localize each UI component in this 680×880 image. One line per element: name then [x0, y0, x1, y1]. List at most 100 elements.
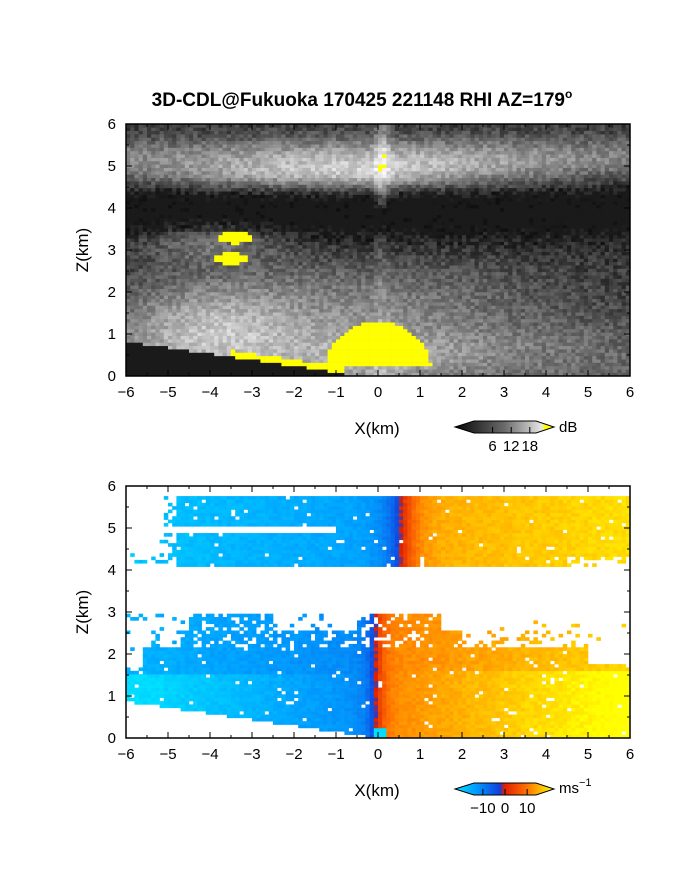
data-cell — [386, 171, 391, 175]
data-cell — [348, 208, 354, 212]
data-cell — [180, 325, 186, 330]
data-cell — [315, 197, 320, 202]
data-cell — [394, 318, 400, 323]
data-cell — [294, 218, 299, 222]
data-cell — [218, 342, 223, 347]
data-cell — [294, 154, 299, 158]
data-cell — [302, 369, 307, 373]
data-cell — [155, 318, 160, 323]
data-cell — [277, 164, 282, 168]
data-cell — [138, 201, 144, 205]
data-cell — [180, 285, 186, 289]
data-cell — [277, 305, 282, 310]
data-cell — [365, 127, 370, 132]
data-cell — [289, 285, 295, 289]
data-cell — [235, 345, 240, 350]
data-cell — [260, 305, 265, 310]
data-cell — [386, 349, 391, 353]
data-cell — [147, 342, 152, 347]
data-cell — [184, 184, 190, 189]
data-cell — [163, 352, 169, 357]
data-cell — [357, 224, 362, 229]
data-cell — [357, 137, 362, 142]
data-cell — [142, 140, 148, 145]
data-cell — [365, 144, 370, 148]
data-cell — [306, 194, 312, 199]
data-cell — [399, 184, 404, 189]
data-cell — [298, 244, 303, 249]
data-cell — [226, 278, 232, 283]
data-cell — [155, 261, 160, 266]
data-cell — [277, 124, 282, 128]
data-cell — [256, 171, 261, 175]
data-cell — [201, 302, 207, 306]
data-cell — [365, 130, 370, 135]
data-cell — [180, 154, 186, 158]
data-cell — [214, 255, 219, 259]
data-cell — [369, 322, 375, 326]
data-cell — [210, 160, 215, 165]
data-cell — [130, 228, 135, 232]
data-cell — [281, 134, 286, 138]
data-cell — [289, 184, 295, 189]
data-cell — [327, 181, 333, 185]
data-cell — [226, 218, 232, 222]
data-cell — [260, 164, 265, 168]
data-cell — [390, 208, 396, 212]
data-cell — [138, 137, 144, 142]
data-cell — [373, 124, 379, 128]
data-cell — [386, 167, 391, 172]
data-cell — [310, 312, 316, 316]
data-cell — [256, 147, 261, 152]
data-cell — [327, 144, 333, 148]
data-cell — [386, 197, 391, 202]
data-cell — [289, 214, 295, 219]
data-cell — [352, 298, 358, 303]
data-cell — [285, 335, 291, 340]
data-cell — [130, 167, 135, 172]
data-cell — [382, 231, 387, 236]
data-cell — [336, 144, 341, 148]
data-cell — [184, 214, 190, 219]
data-cell — [256, 278, 261, 283]
data-cell — [310, 174, 316, 179]
data-cell — [168, 271, 173, 276]
data-cell — [252, 204, 257, 209]
data-cell — [394, 164, 400, 168]
data-cell — [378, 127, 383, 132]
data-cell — [315, 181, 320, 185]
data-cell — [344, 144, 349, 148]
data-cell — [310, 355, 316, 360]
data-cell — [315, 315, 320, 320]
data-cell — [176, 325, 181, 330]
data-cell — [369, 244, 375, 249]
data-cell — [331, 315, 337, 320]
data-cell — [281, 140, 286, 145]
data-cell — [138, 144, 144, 148]
data-cell — [201, 218, 207, 222]
data-cell — [315, 292, 320, 296]
data-cell — [147, 140, 152, 145]
data-cell — [369, 174, 375, 179]
data-cell — [247, 339, 253, 343]
data-cell — [235, 238, 240, 242]
data-cell — [302, 248, 307, 252]
data-cell — [252, 214, 257, 219]
data-cell — [352, 224, 358, 229]
data-cell — [369, 224, 375, 229]
data-cell — [357, 154, 362, 158]
data-cell — [184, 147, 190, 152]
data-cell — [361, 130, 366, 135]
data-cell — [331, 214, 337, 219]
data-cell — [155, 251, 160, 256]
data-cell — [247, 315, 253, 320]
data-cell — [226, 281, 232, 286]
data-cell — [319, 335, 324, 340]
data-cell — [184, 315, 190, 320]
data-cell — [222, 298, 228, 303]
data-cell — [226, 177, 232, 182]
data-cell — [176, 328, 181, 333]
data-cell — [319, 224, 324, 229]
data-cell — [193, 144, 198, 148]
data-cell — [394, 218, 400, 222]
